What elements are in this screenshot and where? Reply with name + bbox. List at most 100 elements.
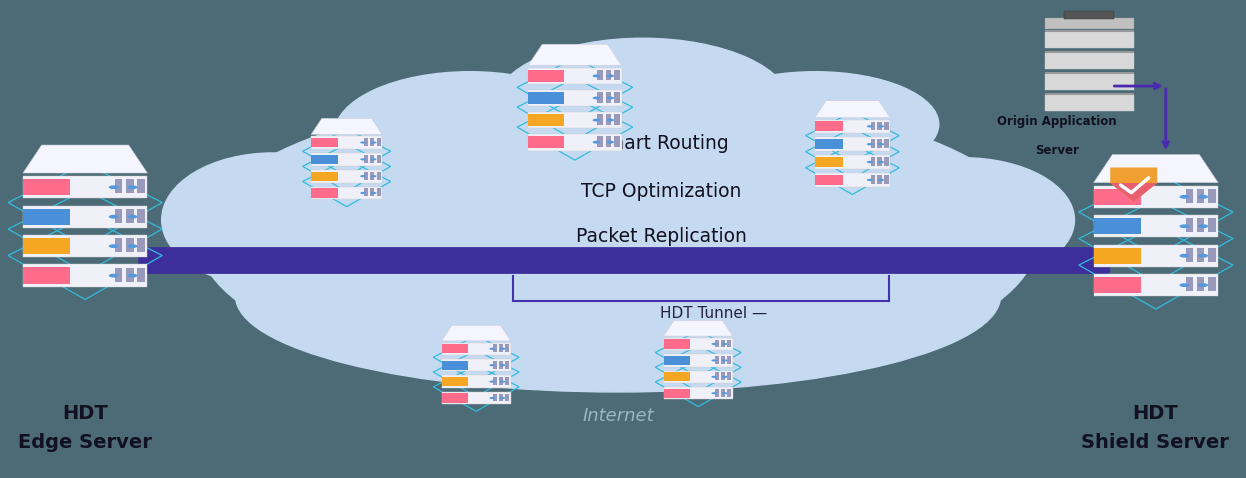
Bar — [500, 361, 503, 369]
Bar — [815, 157, 844, 167]
FancyBboxPatch shape — [1045, 51, 1134, 53]
FancyBboxPatch shape — [1045, 95, 1134, 110]
Bar — [871, 140, 875, 148]
Circle shape — [127, 274, 137, 278]
Bar — [877, 121, 882, 130]
Bar — [1094, 189, 1141, 205]
Bar — [815, 139, 844, 149]
Text: Internet: Internet — [582, 407, 654, 425]
Bar — [715, 389, 719, 397]
Bar — [885, 140, 888, 148]
Circle shape — [593, 141, 601, 143]
Bar — [312, 172, 338, 181]
Ellipse shape — [235, 201, 1001, 392]
Bar — [126, 268, 133, 282]
Bar — [715, 372, 719, 380]
Bar — [493, 361, 497, 369]
Bar — [312, 188, 338, 197]
Bar — [1094, 277, 1141, 293]
Bar — [728, 340, 731, 348]
FancyBboxPatch shape — [22, 206, 147, 228]
Circle shape — [878, 161, 885, 163]
Bar — [597, 70, 603, 80]
Circle shape — [593, 97, 601, 99]
Bar — [126, 238, 133, 252]
FancyBboxPatch shape — [1094, 245, 1219, 267]
Bar — [721, 356, 725, 364]
Ellipse shape — [495, 38, 791, 172]
Bar — [606, 114, 612, 125]
Bar — [500, 393, 503, 402]
Bar — [1197, 277, 1205, 291]
Bar — [614, 136, 619, 147]
Bar — [715, 356, 719, 364]
FancyBboxPatch shape — [1045, 19, 1134, 29]
Circle shape — [360, 192, 366, 194]
Ellipse shape — [692, 72, 938, 177]
Bar — [664, 389, 690, 398]
Bar — [441, 377, 468, 386]
FancyBboxPatch shape — [528, 112, 622, 129]
Bar — [871, 121, 875, 130]
Bar — [728, 389, 731, 397]
Text: Packet Replication: Packet Replication — [576, 227, 746, 246]
Circle shape — [1180, 224, 1190, 228]
Circle shape — [711, 376, 716, 378]
Text: HDT: HDT — [1131, 404, 1177, 423]
Bar — [606, 92, 612, 103]
Bar — [115, 268, 122, 282]
Circle shape — [500, 397, 506, 399]
Circle shape — [711, 392, 716, 394]
Text: HDT Tunnel —: HDT Tunnel — — [660, 306, 768, 321]
Bar — [506, 377, 510, 385]
Bar — [715, 340, 719, 348]
Circle shape — [108, 244, 118, 248]
Bar — [364, 155, 368, 163]
Bar — [364, 172, 368, 180]
Bar — [664, 339, 690, 348]
Bar — [370, 172, 374, 180]
Bar — [493, 345, 497, 352]
Bar — [1186, 218, 1194, 232]
Bar — [1186, 248, 1194, 262]
Bar — [664, 372, 690, 381]
Circle shape — [1180, 195, 1190, 199]
Bar — [815, 121, 844, 131]
Bar — [606, 70, 612, 80]
Circle shape — [108, 215, 118, 218]
Polygon shape — [528, 44, 622, 65]
Ellipse shape — [852, 158, 1074, 282]
Circle shape — [721, 359, 728, 361]
FancyBboxPatch shape — [664, 387, 733, 400]
Bar — [721, 340, 725, 348]
Bar — [728, 372, 731, 380]
Bar — [1197, 218, 1205, 232]
Bar — [506, 361, 510, 369]
FancyBboxPatch shape — [815, 137, 890, 151]
FancyBboxPatch shape — [312, 153, 383, 166]
Bar — [1197, 248, 1205, 262]
Bar — [115, 209, 122, 223]
Circle shape — [127, 185, 137, 189]
Polygon shape — [1110, 167, 1158, 202]
Circle shape — [721, 392, 728, 394]
Bar — [1094, 218, 1141, 234]
Text: Origin Application: Origin Application — [997, 115, 1116, 128]
Ellipse shape — [198, 91, 1038, 387]
Polygon shape — [815, 101, 890, 118]
Circle shape — [721, 376, 728, 378]
Bar — [370, 188, 374, 196]
Bar — [126, 179, 133, 194]
Bar — [597, 92, 603, 103]
Text: TCP Optimization: TCP Optimization — [581, 182, 741, 201]
Bar — [597, 114, 603, 125]
Ellipse shape — [162, 153, 384, 287]
Circle shape — [607, 97, 614, 99]
Polygon shape — [312, 119, 383, 134]
FancyBboxPatch shape — [1045, 32, 1134, 47]
Circle shape — [878, 179, 885, 181]
FancyBboxPatch shape — [1045, 72, 1134, 74]
Bar — [312, 138, 338, 147]
FancyBboxPatch shape — [312, 186, 383, 199]
Bar — [137, 209, 145, 223]
